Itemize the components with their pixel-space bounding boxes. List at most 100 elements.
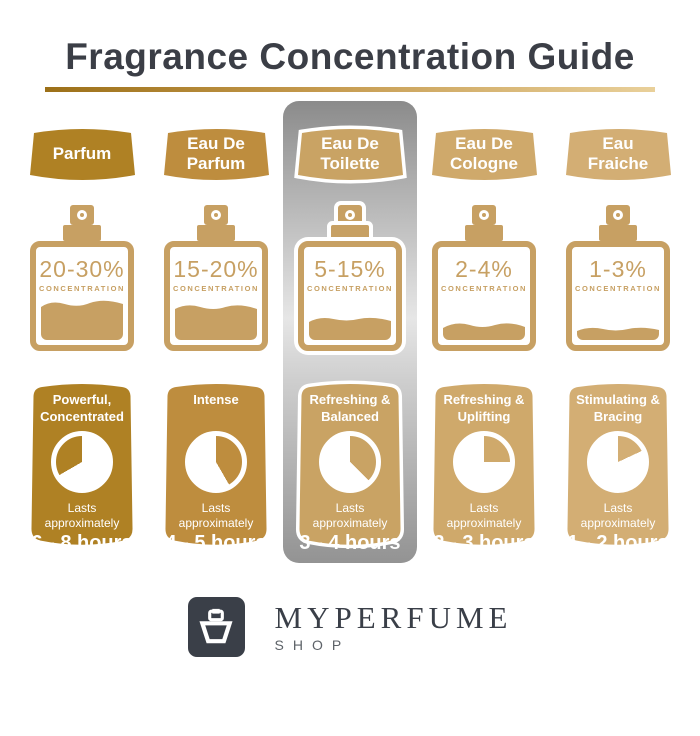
nozzle-dot <box>479 210 489 220</box>
liquid-fill <box>309 314 391 340</box>
cap-label-eau-fraiche: Eau Fraiche <box>565 123 671 185</box>
brand-text-block: MYPERFUME SHOP <box>275 602 513 652</box>
bottle-body: 1-3% CONCENTRATION <box>566 241 670 351</box>
info-card: Refreshing & Balanced Lasts approximatel… <box>295 380 405 554</box>
info-card: Intense Lasts approximately 4 - 5 hours <box>163 380 269 554</box>
bottle-cap-shape <box>431 129 537 180</box>
info-card: Refreshing & Uplifting Lasts approximate… <box>431 380 537 554</box>
concentration-label: CONCENTRATION <box>38 284 126 293</box>
perfume-bottle-logo-glyph <box>199 608 233 644</box>
duration-value: 1 - 2 hours <box>567 532 669 554</box>
column-eau-de-toilette: Eau De Toilette 5-15% CONCENTRATION Refr… <box>283 101 417 563</box>
liquid-wave <box>309 317 391 326</box>
concentration-label: CONCENTRATION <box>172 284 260 293</box>
sprayer-nozzle-icon <box>472 205 496 225</box>
perfume-bottle-icon: 1-3% CONCENTRATION <box>562 205 674 351</box>
sprayer-nozzle-icon <box>606 205 630 225</box>
card-content: Powerful, Concentrated Lasts approximate… <box>29 380 135 554</box>
concentration-label: CONCENTRATION <box>306 284 394 293</box>
info-card: Powerful, Concentrated Lasts approximate… <box>29 380 135 554</box>
column-eau-de-parfum: Eau De Parfum 15-20% CONCENTRATION Inten… <box>149 101 283 563</box>
character-description: Refreshing & Balanced <box>309 392 391 424</box>
nozzle-dot <box>77 210 87 220</box>
character-description: Intense <box>193 392 239 407</box>
column-parfum: Parfum 20-30% CONCENTRATION Powerful, Co… <box>15 101 149 563</box>
bottle-neck <box>197 225 235 241</box>
sprayer-nozzle-icon <box>70 205 94 225</box>
cap-label-eau-de-toilette: Eau De Toilette <box>293 123 407 185</box>
lasts-label: Lasts approximately <box>312 501 388 530</box>
concentration-label: CONCENTRATION <box>574 284 662 293</box>
perfume-bottle-icon: 2-4% CONCENTRATION <box>428 205 540 351</box>
perfume-bottle-icon: 15-20% CONCENTRATION <box>160 205 272 351</box>
duration-value: 6 - 8 hours <box>31 532 133 554</box>
info-card: Stimulating & Bracing Lasts approximatel… <box>565 380 671 554</box>
bottle-cap-shape <box>163 129 269 180</box>
column-eau-de-cologne: Eau De Cologne 2-4% CONCENTRATION Refres… <box>417 101 551 563</box>
cap-label-parfum: Parfum <box>29 123 135 185</box>
bottle-body: 20-30% CONCENTRATION <box>30 241 134 351</box>
bottle-neck <box>465 225 503 241</box>
bottle-body: 5-15% CONCENTRATION <box>298 241 402 351</box>
bottle-cap-shape <box>565 129 671 180</box>
clock-icon <box>319 431 381 493</box>
title-underline <box>45 87 655 92</box>
page-title: Fragrance Concentration Guide <box>65 36 635 77</box>
brand-name: MYPERFUME <box>274 600 513 635</box>
liquid-fill <box>577 324 659 340</box>
fragrance-columns: Parfum 20-30% CONCENTRATION Powerful, Co… <box>0 101 700 563</box>
nozzle-dot <box>345 210 355 220</box>
perfume-bottle-icon: 20-30% CONCENTRATION <box>26 205 138 351</box>
bottle-body: 2-4% CONCENTRATION <box>432 241 536 351</box>
card-content: Intense Lasts approximately 4 - 5 hours <box>163 380 269 554</box>
concentration-value: 20-30% <box>39 256 125 282</box>
cap-label-text: Eau Fraiche <box>587 134 649 173</box>
nozzle-dot <box>211 210 221 220</box>
bottle-cap-shape <box>29 129 135 180</box>
lasts-label: Lasts approximately <box>446 501 522 530</box>
cap-label-eau-de-parfum: Eau De Parfum <box>163 123 269 185</box>
cap-label-text: Parfum <box>52 144 112 164</box>
clock-icon <box>185 431 247 493</box>
column-eau-fraiche: Eau Fraiche 1-3% CONCENTRATION Stimulati… <box>551 101 685 563</box>
sprayer-nozzle-icon <box>204 205 228 225</box>
card-content: Refreshing & Balanced Lasts approximatel… <box>297 380 403 554</box>
liquid-wave <box>577 327 659 336</box>
liquid-fill <box>41 298 123 340</box>
cap-label-eau-de-cologne: Eau De Cologne <box>431 123 537 185</box>
cap-label-text: Eau De Parfum <box>186 134 246 173</box>
character-description: Stimulating & Bracing <box>576 392 660 424</box>
clock-icon <box>453 431 515 493</box>
liquid-fill <box>443 320 525 340</box>
nozzle-dot <box>613 210 623 220</box>
bottle-neck <box>599 225 637 241</box>
brand-footer: MYPERFUME SHOP <box>0 597 700 657</box>
liquid-fill <box>175 302 257 340</box>
liquid-wave <box>41 300 123 310</box>
character-description: Powerful, Concentrated <box>40 392 124 424</box>
liquid-wave <box>443 323 525 332</box>
concentration-value: 2-4% <box>455 256 513 282</box>
card-content: Refreshing & Uplifting Lasts approximate… <box>431 380 537 554</box>
duration-value: 2 - 3 hours <box>433 532 535 554</box>
lasts-label: Lasts approximately <box>178 501 254 530</box>
duration-value: 4 - 5 hours <box>165 532 267 554</box>
concentration-value: 5-15% <box>314 256 386 282</box>
duration-value: 3 - 4 hours <box>299 532 401 554</box>
myperfume-logo-icon <box>187 597 245 657</box>
cap-label-text: Eau De Toilette <box>320 134 380 173</box>
bottle-neck <box>331 225 369 241</box>
liquid-wave <box>175 305 257 314</box>
cap-label-text: Eau De Cologne <box>450 134 518 173</box>
bottle-body: 15-20% CONCENTRATION <box>164 241 268 351</box>
sprayer-nozzle-icon <box>338 205 362 225</box>
concentration-value: 15-20% <box>173 256 259 282</box>
concentration-value: 1-3% <box>589 256 647 282</box>
concentration-label: CONCENTRATION <box>440 284 528 293</box>
character-description: Refreshing & Uplifting <box>443 392 525 424</box>
perfume-bottle-icon: 5-15% CONCENTRATION <box>294 205 406 351</box>
clock-icon <box>51 431 113 493</box>
bottle-neck <box>63 225 101 241</box>
lasts-label: Lasts approximately <box>44 501 120 530</box>
clock-icon <box>587 431 649 493</box>
